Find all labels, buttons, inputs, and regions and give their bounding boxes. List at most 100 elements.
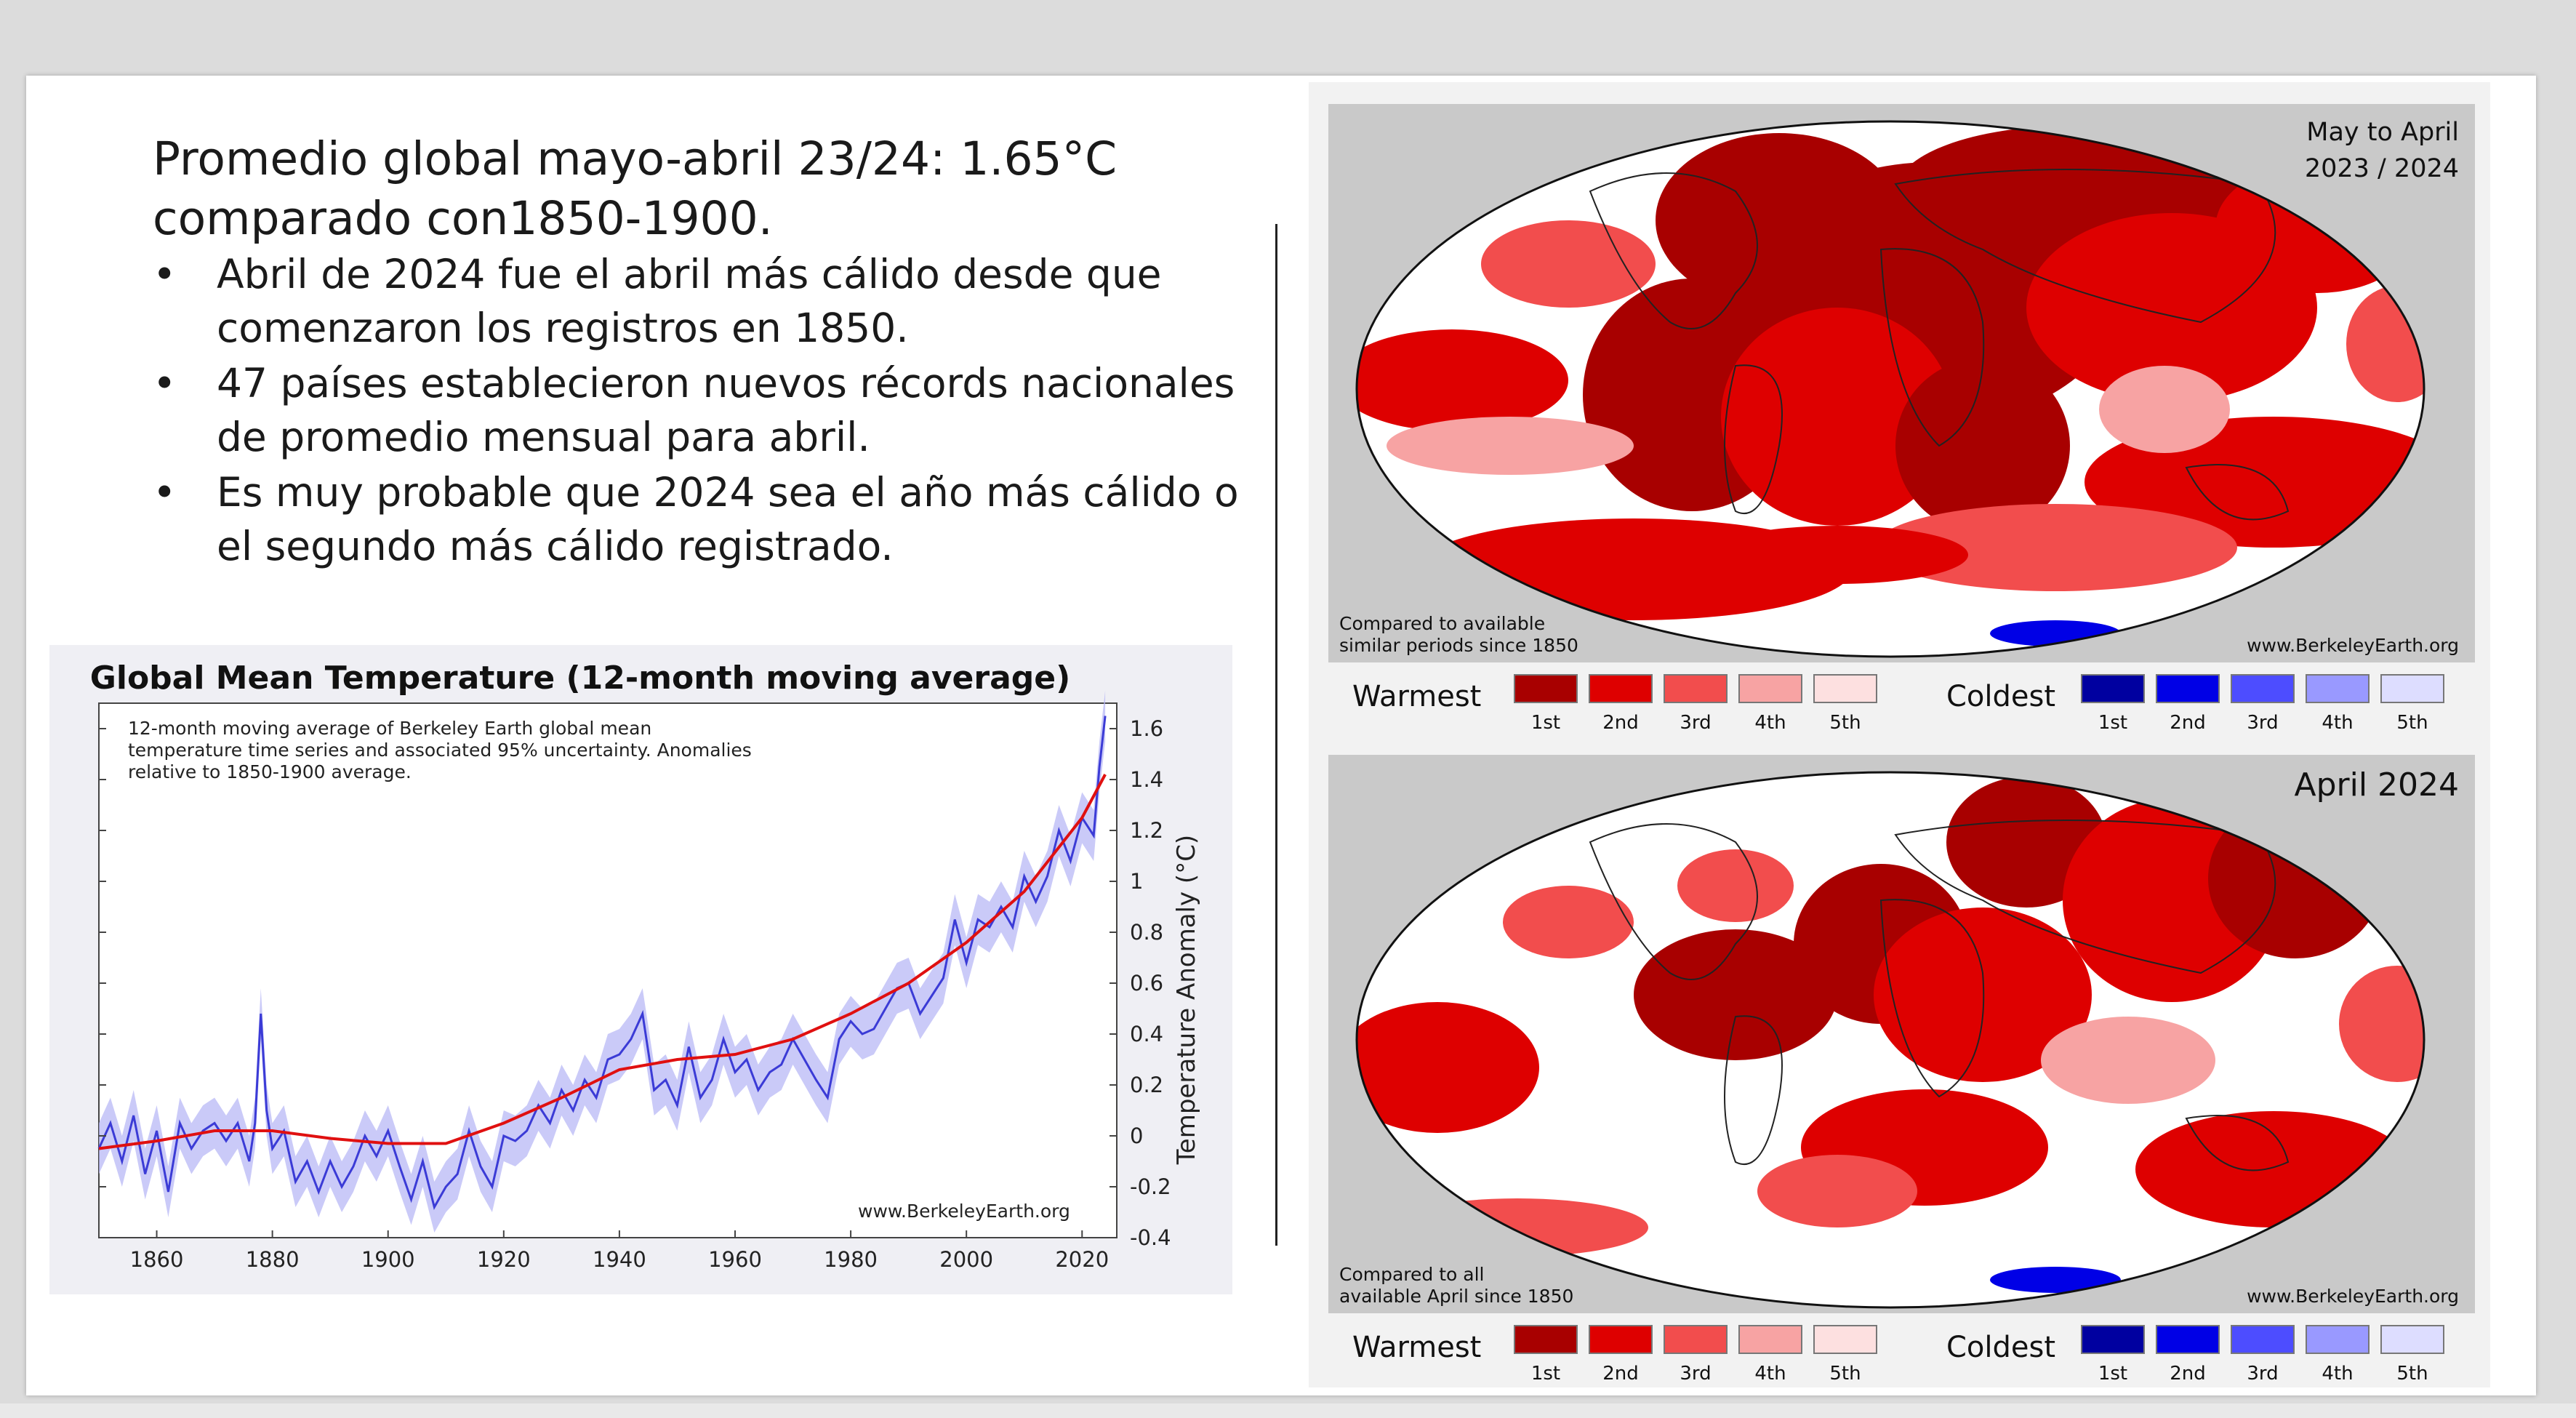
anomaly-region <box>1357 329 1568 431</box>
legend-swatch-cold-5 <box>2380 674 2444 703</box>
map-april-2024: April 2024 Compared to all available Apr… <box>1328 755 2475 1313</box>
bullet-item: • 47 países establecieron nuevos récords … <box>153 356 1272 464</box>
bullet-dot: • <box>153 469 177 516</box>
legend-rank: 2nd <box>2170 712 2206 734</box>
legend-rank: 3rd <box>1680 1363 1712 1385</box>
legend-rank: 4th <box>1754 712 1786 734</box>
legend-swatch-cold-4 <box>2306 674 2370 703</box>
bullet-dot: • <box>153 360 177 406</box>
y-axis-label: Temperature Anomaly (°C) <box>1172 835 1201 1165</box>
uncertainty-band <box>99 690 1106 1233</box>
chart-note: 12-month moving average of Berkeley Eart… <box>128 718 752 782</box>
map-note: Compared to all available April since 18… <box>1339 1264 1573 1307</box>
legend-rank: 4th <box>1754 1363 1786 1385</box>
legend-swatch-warm-5 <box>1813 674 1877 703</box>
legend-rank: 2nd <box>1602 1363 1639 1385</box>
continent-outline <box>1589 172 1758 329</box>
headline: Promedio global mayo-abril 23/24: 1.65°C… <box>153 129 1265 249</box>
continent-outline <box>1724 1015 1783 1166</box>
bullet-text: 47 países establecieron nuevos récords n… <box>217 360 1235 460</box>
series-line-trend <box>98 774 1107 1150</box>
legend-swatch-warm-2 <box>1589 1325 1653 1354</box>
y-tick-label: -0.4 <box>1130 1225 1171 1250</box>
map-period-line-1: May to April <box>2306 118 2459 147</box>
anomaly-region <box>2339 966 2424 1082</box>
x-tick-label: 2020 <box>1055 1247 1109 1272</box>
legend-rank: 4th <box>2322 1363 2354 1385</box>
legend-swatch-warm-4 <box>1738 1325 1802 1354</box>
anomaly-region <box>1874 504 2237 591</box>
anomaly-region <box>1677 849 1794 922</box>
map-note-line-1: Compared to available <box>1339 613 1546 634</box>
map-period-line-2: 2023 / 2024 <box>2304 154 2459 183</box>
legend-warm-label: Warmest <box>1352 680 1482 713</box>
legend-swatch-warm-1 <box>1514 1325 1578 1354</box>
x-tick-label: 1920 <box>477 1247 531 1272</box>
anomaly-region <box>2208 798 2383 958</box>
legend-rank: 4th <box>2322 712 2354 734</box>
y-tick-label: 1 <box>1130 869 1143 894</box>
map-note-line-1: Compared to all <box>1339 1264 1485 1285</box>
anomaly-layer <box>1357 126 2424 646</box>
continent-outline <box>1879 248 1985 447</box>
bullet-list: • Abril de 2024 fue el abril más cálido d… <box>153 247 1272 574</box>
anomaly-region <box>1895 358 2070 533</box>
x-tick-label: 1960 <box>708 1247 762 1272</box>
headline-line-1: Promedio global mayo-abril 23/24: 1.65°C <box>153 132 1118 185</box>
map-note: Compared to available similar periods si… <box>1339 613 1578 657</box>
legend-swatch-warm-2 <box>1589 674 1653 703</box>
y-tick-label: 1.2 <box>1130 818 1163 843</box>
legend-rank: 1st <box>1530 1363 1561 1385</box>
divider-line <box>1275 224 1277 1246</box>
legend-swatch-cold-5 <box>2380 1325 2444 1354</box>
y-tick-label: -0.2 <box>1130 1174 1171 1199</box>
temperature-chart: 1860 1880 1900 1920 1940 1960 1980 2000 2020 -0.4… <box>49 645 1232 1294</box>
map-legend: Warmest 1st 2nd 3rd 4th 5th Coldest 1st … <box>1328 1322 2475 1387</box>
legend-swatch-cold-4 <box>2306 1325 2370 1354</box>
map-legend: Warmest 1st 2nd 3rd 4th 5th Coldest 1st … <box>1328 671 2475 737</box>
anomaly-region <box>1387 417 1634 475</box>
anomaly-region <box>1503 886 1634 958</box>
anomaly-region <box>2041 1017 2215 1104</box>
continent-outline <box>1724 364 1783 515</box>
anomaly-region <box>1387 1198 1648 1257</box>
map-source: www.BerkeleyEarth.org <box>2247 635 2459 656</box>
anomaly-region <box>2099 366 2230 453</box>
anomaly-region <box>1481 220 1656 308</box>
legend-rank: 5th <box>1829 712 1861 734</box>
chart-title: Global Mean Temperature (12-month moving… <box>89 660 1071 697</box>
temperature-chart-svg: 1860 1880 1900 1920 1940 1960 1980 2000 2020 -0.4… <box>97 690 1201 1272</box>
chart-source: www.BerkeleyEarth.org <box>858 1201 1070 1222</box>
legend-swatch-cold-2 <box>2156 1325 2220 1354</box>
map-period-line-1: April 2024 <box>2294 766 2459 804</box>
x-tick-label: 1880 <box>246 1247 300 1272</box>
legend-rank: 1st <box>1530 712 1561 734</box>
legend-cold-label: Coldest <box>1946 680 2056 713</box>
y-tick-label: 1.6 <box>1130 716 1163 741</box>
map-note-line-2: available April since 1850 <box>1339 1286 1574 1307</box>
x-tick-label: 1900 <box>361 1247 415 1272</box>
continent-outline <box>2185 464 2290 521</box>
anomaly-region <box>1757 1155 1917 1227</box>
y-tick-label: 0.4 <box>1130 1022 1163 1046</box>
legend-rank: 3rd <box>2247 1363 2279 1385</box>
map-may-april: May to April 2023 / 2024 Compared to ava… <box>1328 104 2475 662</box>
y-tick-label: 0 <box>1130 1123 1143 1148</box>
map-period: April 2024 <box>2294 765 2459 806</box>
bullet-item: • Abril de 2024 fue el abril más cálido d… <box>153 247 1272 355</box>
bullet-text: Abril de 2024 fue el abril más cálido de… <box>217 251 1162 351</box>
anomaly-region <box>1357 1002 1539 1133</box>
anomaly-region <box>1706 526 1968 584</box>
legend-rank: 5th <box>2396 1363 2428 1385</box>
map-source: www.BerkeleyEarth.org <box>2247 1286 2459 1307</box>
legend-rank: 3rd <box>2247 712 2279 734</box>
legend-swatch-cold-1 <box>2081 1325 2145 1354</box>
legend-rank: 2nd <box>2170 1363 2206 1385</box>
y-tick-label: 1.4 <box>1130 767 1163 792</box>
legend-swatch-cold-1 <box>2081 674 2145 703</box>
x-tick-label: 1940 <box>593 1247 646 1272</box>
y-tick-label: 0.2 <box>1130 1073 1163 1097</box>
globe-outline <box>1355 120 2425 658</box>
legend-swatch-warm-4 <box>1738 674 1802 703</box>
legend-rank: 5th <box>1829 1363 1861 1385</box>
